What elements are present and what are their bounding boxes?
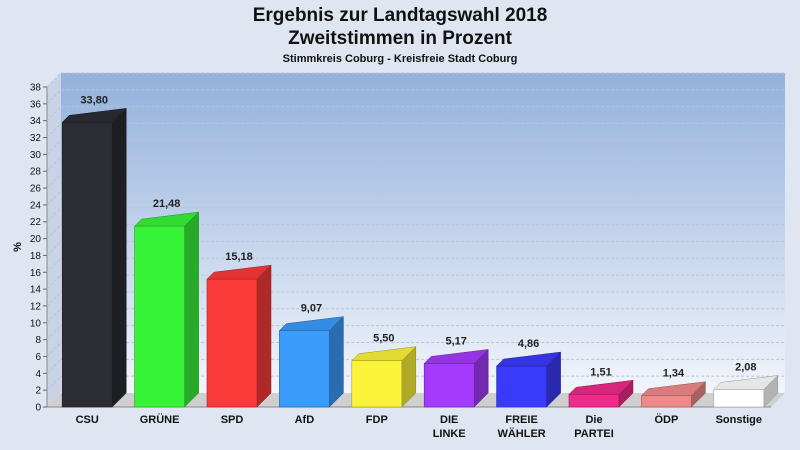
y-tick-label: 38 (30, 83, 42, 94)
data-label: 1,51 (590, 366, 611, 378)
x-tick-label: AfD (295, 414, 315, 426)
grid-line (46, 257, 785, 273)
grid-line (46, 72, 785, 88)
y-tick-label: 20 (30, 234, 42, 245)
x-tick-label: GRÜNE (140, 413, 180, 426)
grid-line (46, 190, 785, 206)
data-label: 4,86 (518, 338, 539, 350)
bar (713, 389, 765, 408)
grid-line (46, 308, 785, 324)
y-tick-label: 28 (30, 167, 42, 178)
y-tick-label: 34 (30, 116, 42, 127)
data-label: 1,34 (663, 368, 685, 380)
y-tick-label: 36 (30, 99, 42, 110)
grid-line (46, 139, 785, 155)
grid-line (46, 123, 785, 138)
y-tick-label: 8 (35, 335, 41, 346)
data-label: 33,80 (80, 94, 108, 106)
y-tick-label: 24 (30, 200, 42, 211)
x-tick-label: FDP (366, 414, 388, 426)
plot-left-wall (47, 73, 61, 407)
grid-line (46, 207, 785, 223)
y-tick-label: 2 (35, 386, 41, 397)
y-tick-label: 12 (30, 301, 42, 312)
bar (496, 365, 547, 408)
bar-side (111, 107, 127, 408)
x-tick-label: LINKE (433, 428, 466, 440)
x-tick-label: Sonstige (716, 414, 762, 426)
grid-line (46, 325, 785, 340)
bar-side (184, 211, 199, 408)
data-label: 21,48 (153, 198, 181, 210)
grid-line (46, 106, 785, 122)
chart-title: Ergebnis zur Landtagswahl 2018 (252, 5, 548, 26)
bar-side (256, 264, 272, 408)
grid-line (46, 341, 785, 357)
grid-line (46, 224, 785, 239)
x-tick-label: FREIE (505, 414, 537, 426)
data-label: 5,50 (373, 333, 394, 345)
data-label: 2,08 (735, 361, 756, 373)
y-tick-label: 0 (35, 403, 41, 414)
bars (61, 107, 779, 408)
x-tick-label: CSU (76, 414, 99, 426)
x-tick-label: PARTEI (574, 428, 614, 440)
data-label: 9,07 (301, 303, 322, 315)
y-tick-label: 10 (30, 318, 42, 329)
chart-subtitle: Stimmkreis Coburg - Kreisfreie Stadt Cob… (282, 53, 518, 65)
x-tick-label: DIE (440, 414, 458, 426)
bar (351, 360, 403, 408)
data-label: 5,17 (445, 335, 466, 347)
data-label: 15,18 (225, 251, 253, 263)
grid-line (46, 291, 785, 307)
y-axis-label: % (12, 242, 24, 252)
title-block: Ergebnis zur Landtagswahl 2018 Zweitstim… (0, 4, 800, 67)
grid-line (46, 240, 785, 256)
y-tick-label: 16 (30, 268, 42, 279)
y-tick-label: 6 (35, 352, 41, 363)
bar (641, 395, 692, 408)
bar-side (329, 316, 344, 408)
y-tick-label: 30 (30, 150, 42, 161)
bar (423, 363, 475, 408)
bar (134, 225, 185, 408)
grid-line (46, 274, 785, 290)
bar (61, 122, 113, 408)
x-tick-label: WÄHLER (497, 427, 545, 440)
grid-line (46, 173, 785, 189)
y-tick-label: 14 (30, 285, 42, 296)
bar (206, 278, 258, 408)
bar (279, 330, 330, 408)
x-tick-label: ÖDP (654, 413, 678, 426)
bar (568, 393, 620, 408)
x-tick-label: SPD (221, 414, 244, 426)
grid-line (46, 156, 785, 172)
y-tick-label: 4 (35, 369, 41, 380)
y-tick-label: 26 (30, 184, 42, 195)
y-tick-label: 18 (30, 251, 42, 262)
labels: 02468101214161820222426283032343638%33,8… (12, 83, 762, 441)
y-tick-label: 22 (30, 217, 42, 228)
chart-subtitle-line: Zweitstimmen in Prozent (288, 28, 512, 49)
y-tick-label: 32 (30, 133, 42, 144)
x-tick-label: Die (585, 414, 602, 426)
grid-line (46, 89, 785, 105)
